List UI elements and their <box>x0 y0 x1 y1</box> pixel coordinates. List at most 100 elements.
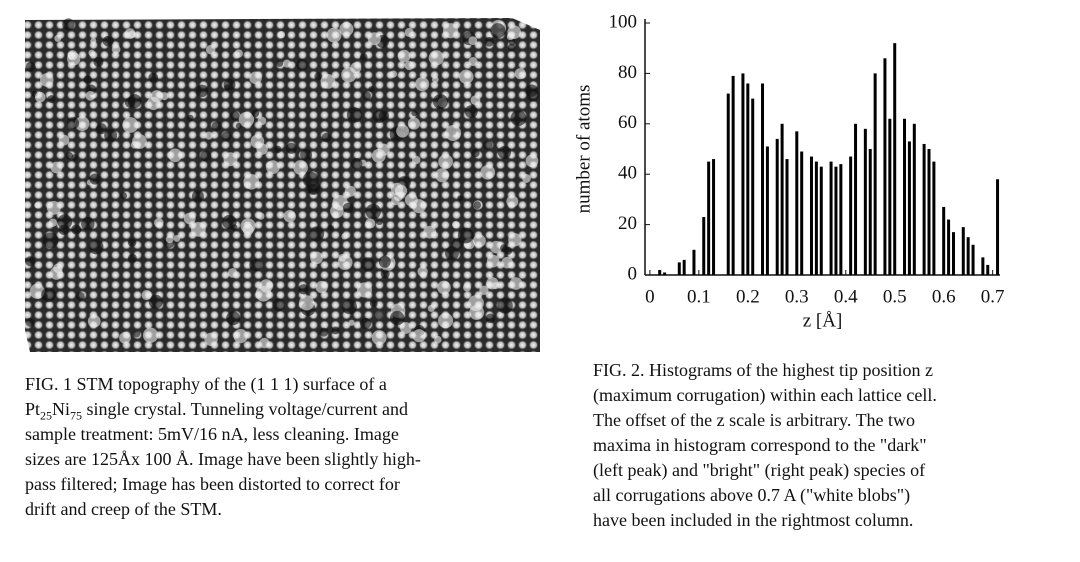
texture <box>327 224 335 232</box>
y-tick-label: 40 <box>618 163 637 184</box>
texture <box>276 60 284 67</box>
texture <box>57 214 73 230</box>
bar <box>658 269 662 275</box>
caption-line: Pt25Ni75 single crystal. Tunneling volta… <box>25 397 421 423</box>
texture <box>205 44 216 55</box>
figure2-caption: FIG. 2. Histograms of the highest tip po… <box>593 358 937 533</box>
texture <box>211 121 222 132</box>
texture <box>489 240 503 254</box>
texture <box>90 37 97 44</box>
texture <box>88 49 96 57</box>
bar <box>868 149 872 275</box>
bar <box>922 143 926 275</box>
texture <box>427 304 435 312</box>
texture <box>525 84 538 97</box>
texture <box>389 310 405 326</box>
texture <box>346 107 363 123</box>
bar <box>942 206 946 275</box>
texture <box>479 285 489 296</box>
texture <box>423 225 437 239</box>
texture <box>257 212 265 220</box>
texture <box>222 214 237 230</box>
texture <box>127 238 137 247</box>
texture <box>417 266 428 277</box>
texture <box>272 298 286 312</box>
bar <box>785 159 789 275</box>
x-tick-label: 0 <box>645 286 655 307</box>
texture <box>350 157 363 170</box>
bar <box>731 75 735 275</box>
texture <box>127 253 137 263</box>
texture <box>365 218 376 229</box>
texture <box>273 145 282 154</box>
texture <box>88 239 104 255</box>
texture <box>221 131 232 142</box>
texture <box>204 332 218 346</box>
texture <box>154 218 164 228</box>
caption-line: (maximum corrugation) within each lattic… <box>593 385 937 405</box>
bar <box>682 259 686 275</box>
texture <box>142 327 159 343</box>
y-tick-label: 60 <box>618 112 637 133</box>
texture <box>369 299 378 308</box>
texture <box>62 18 75 31</box>
texture <box>490 23 506 39</box>
bar <box>951 232 955 275</box>
texture <box>378 110 390 122</box>
bar <box>780 123 784 275</box>
texture <box>191 190 205 203</box>
texture <box>93 56 104 67</box>
texture <box>338 254 347 262</box>
bar <box>966 237 970 275</box>
texture <box>230 111 240 121</box>
texture <box>397 49 411 63</box>
texture <box>195 84 209 98</box>
texture <box>434 335 442 344</box>
x-tick-label: 0.3 <box>785 286 809 307</box>
bar <box>775 138 779 275</box>
caption-line: drift and creep of the STM. <box>25 499 222 519</box>
texture <box>376 311 384 319</box>
caption-part: 75 <box>70 408 83 423</box>
texture <box>58 134 70 146</box>
bar <box>677 262 681 275</box>
texture <box>251 109 260 118</box>
texture <box>67 50 78 61</box>
x-tick-label: 0.2 <box>736 286 760 307</box>
bar <box>932 161 936 275</box>
bar <box>986 264 990 275</box>
texture <box>484 36 494 47</box>
texture <box>463 283 472 292</box>
caption-line: pass filtered; Image has been distorted … <box>25 474 400 494</box>
texture <box>42 232 59 249</box>
texture <box>96 123 107 135</box>
texture <box>298 284 309 295</box>
texture <box>25 61 36 72</box>
texture <box>428 50 444 66</box>
texture <box>468 295 484 312</box>
texture <box>482 140 493 151</box>
texture <box>412 155 421 165</box>
texture <box>41 287 57 303</box>
texture <box>459 69 474 85</box>
texture <box>29 283 45 299</box>
texture <box>438 154 453 170</box>
texture <box>497 298 513 314</box>
texture <box>168 148 183 163</box>
bar <box>663 272 667 275</box>
texture <box>223 152 238 167</box>
texture <box>362 91 371 101</box>
texture <box>173 235 181 242</box>
texture <box>407 117 421 130</box>
bar <box>795 131 799 275</box>
x-tick-label: 0.5 <box>883 286 907 307</box>
texture <box>400 322 412 334</box>
texture <box>468 36 478 45</box>
bar <box>912 123 916 275</box>
texture <box>367 32 381 46</box>
texture <box>47 95 56 104</box>
texture <box>341 298 357 315</box>
bar <box>829 161 833 275</box>
texture <box>83 75 92 84</box>
